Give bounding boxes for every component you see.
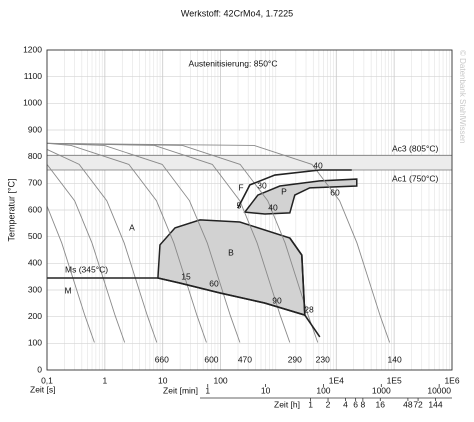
x-tick-label: 0,1 xyxy=(41,375,53,385)
y-tick-label: 100 xyxy=(28,338,42,348)
x-tick-label: 16 xyxy=(376,399,386,409)
y-tick-label: 500 xyxy=(28,231,42,241)
y-tick-label: 700 xyxy=(28,178,42,188)
annotation: 90 xyxy=(272,295,282,305)
cooling-curve xyxy=(46,164,126,343)
y-axis-label: Temperatur [°C] xyxy=(6,178,16,241)
plot-frame xyxy=(46,49,453,371)
y-tick-label: 1200 xyxy=(23,44,42,54)
annotation: 28 xyxy=(304,304,314,314)
critical-label: Ac3 (805°C) xyxy=(392,144,439,154)
annotation: 40 xyxy=(313,160,323,170)
y-tick-label: 600 xyxy=(28,204,42,214)
annotation: M xyxy=(64,285,71,295)
y-tick-label: 200 xyxy=(28,311,42,321)
hardness-label: 230 xyxy=(316,354,330,364)
x-axis-label: Zeit [s] xyxy=(30,384,56,394)
x-tick-label: 1E4 xyxy=(329,375,344,385)
critical-band xyxy=(47,155,452,170)
x-tick-label: 1 xyxy=(205,385,210,395)
x-axis-label: Zeit [min] xyxy=(163,385,198,395)
x-tick-label: 48 xyxy=(403,399,413,409)
hardness-label: 470 xyxy=(238,354,252,364)
x-axis-label: Zeit [h] xyxy=(274,399,300,409)
cooling-curve xyxy=(46,149,158,343)
annotation: F xyxy=(238,182,243,192)
annotation: B xyxy=(228,247,234,257)
annotation: 40 xyxy=(268,202,278,212)
x-tick-label: 10 xyxy=(158,375,168,385)
cooling-curve xyxy=(46,142,391,343)
annotation: 60 xyxy=(330,187,340,197)
annotation: Austenitisierung: 850°C xyxy=(189,58,278,68)
transformation-line xyxy=(237,169,352,209)
x-tick-label: 10 xyxy=(261,385,271,395)
x-tick-label: 10000 xyxy=(427,385,451,395)
y-tick-label: 800 xyxy=(28,151,42,161)
y-tick-label: 900 xyxy=(28,124,42,134)
annotation: 60 xyxy=(209,278,219,288)
y-tick-label: 300 xyxy=(28,284,42,294)
transformation-line xyxy=(47,277,306,316)
phase-region xyxy=(243,178,358,215)
annotation: A xyxy=(129,222,135,232)
x-tick-label: 1E6 xyxy=(444,375,459,385)
x-tick-label: 1 xyxy=(308,399,313,409)
x-tick-label: 1E5 xyxy=(387,375,402,385)
x-tick-label: 1 xyxy=(102,375,107,385)
hardness-label: 600 xyxy=(204,354,218,364)
y-tick-label: 1100 xyxy=(24,71,43,81)
cooling-curve xyxy=(46,142,319,343)
hardness-label: 290 xyxy=(288,354,302,364)
x-tick-label: 8 xyxy=(360,399,365,409)
annotation: 30 xyxy=(257,180,267,190)
x-tick-label: 144 xyxy=(428,399,442,409)
annotation: 5 xyxy=(237,200,242,210)
x-tick-label: 4 xyxy=(343,399,348,409)
y-tick-label: 0 xyxy=(37,364,42,374)
annotation: P xyxy=(281,186,287,196)
x-tick-label: 2 xyxy=(326,399,331,409)
cooling-curve xyxy=(46,142,241,343)
cooling-curve xyxy=(46,142,207,343)
annotation: 15 xyxy=(181,271,191,281)
ms-label: Ms (345°C) xyxy=(65,264,108,274)
y-tick-label: 1000 xyxy=(23,98,42,108)
x-tick-label: 1000 xyxy=(372,385,391,395)
x-tick-label: 6 xyxy=(353,399,358,409)
chart-title: Werkstoff: 42CrMo4, 1.7225 xyxy=(181,8,293,18)
copyright: © Datenbank StahlWissen xyxy=(458,50,467,144)
x-tick-label: 100 xyxy=(213,375,227,385)
y-tick-label: 400 xyxy=(28,258,42,268)
cooling-curve xyxy=(46,142,291,343)
hardness-label: 660 xyxy=(155,354,169,364)
critical-label: Ac1 (750°C) xyxy=(392,173,439,183)
hardness-label: 140 xyxy=(388,354,402,364)
x-tick-label: 100 xyxy=(316,385,330,395)
cooling-curve xyxy=(46,205,95,343)
x-tick-label: 72 xyxy=(413,399,423,409)
transformation-line xyxy=(289,237,321,338)
